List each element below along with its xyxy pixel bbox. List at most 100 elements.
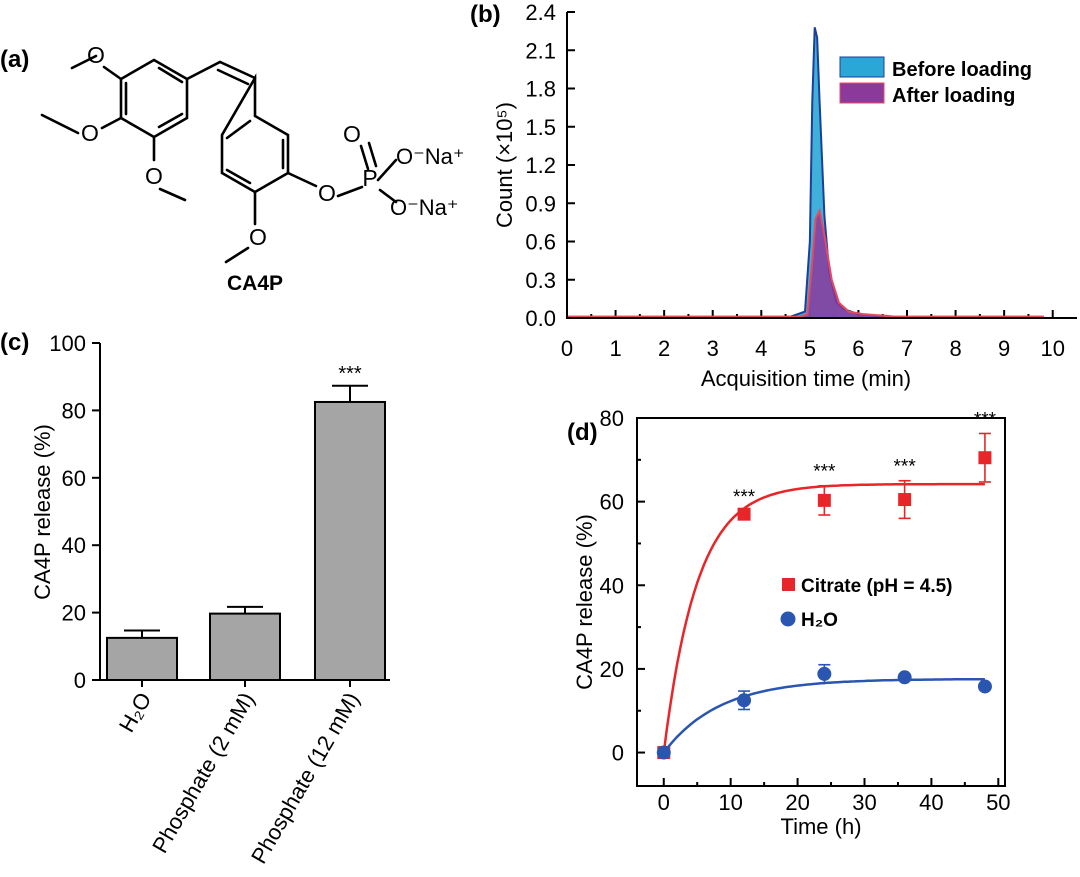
d-point-water [897, 670, 912, 685]
d-x-tick-label: 10 [718, 790, 742, 815]
c-bar [106, 636, 178, 681]
panel-label-b: (b) [470, 1, 501, 28]
b-y-tick-label: 2.1 [525, 38, 556, 63]
b-x-tick-label: 3 [707, 336, 719, 361]
d-legend-label-citrate: Citrate (pH = 4.5) [801, 576, 953, 597]
d-point-citrate [817, 493, 831, 507]
atom-o-5: O [343, 121, 361, 147]
d-point-water [977, 679, 992, 694]
d-point-citrate [978, 451, 992, 465]
b-x-tick-label: 0 [561, 336, 573, 361]
panel-label-c: (c) [0, 329, 29, 356]
d-point-citrate [737, 507, 751, 521]
d-significance-label: *** [813, 462, 836, 483]
d-legend-marker-water [780, 611, 796, 627]
atom-p: P [362, 165, 377, 191]
compound-name: CA4P [227, 272, 283, 295]
d-significance-label: *** [894, 457, 917, 478]
d-x-tick-label: 40 [919, 790, 943, 815]
c-y-axis-label: CA4P release (%) [30, 424, 55, 600]
d-point-citrate [898, 493, 912, 507]
d-legend-marker-citrate [782, 578, 795, 591]
d-y-tick-label: 0 [612, 741, 624, 766]
atom-o-2: O [81, 120, 99, 146]
atom-o-3: O [145, 163, 163, 189]
d-y-tick-label: 60 [600, 490, 624, 515]
d-fit-curve-water [662, 677, 985, 754]
c-y-tick-label: 40 [62, 533, 86, 558]
b-y-tick-label: 0.6 [525, 230, 556, 255]
d-plot: *** *** *** *** [656, 409, 997, 760]
c-y-tick-label: 20 [62, 601, 86, 626]
atom-o-4: O [318, 180, 336, 206]
c-y-tick-label: 80 [62, 398, 86, 423]
b-legend-label-before: Before loading [892, 59, 1032, 81]
b-y-axis-label: Count (×10⁵) [492, 102, 517, 228]
b-ticks: 0 1 2 3 4 5 6 7 8 9 10 0.0 0.3 0.6 0.9 1.2 1.5 1.8 2.1 2.4 [525, 0, 1065, 361]
panel-a: (a) O O O O O O P O⁻Na⁺ [0, 42, 464, 295]
c-y-tick-label: 60 [62, 466, 86, 491]
b-y-tick-label: 1.2 [525, 153, 556, 178]
d-point-water [737, 693, 752, 708]
ca4p-structure-drawing [40, 54, 398, 264]
d-y-axis-label: CA4P release (%) [572, 514, 597, 690]
b-legend-swatch-before [839, 56, 885, 78]
b-x-tick-label: 4 [755, 336, 767, 361]
d-x-tick-label: 30 [852, 790, 876, 815]
atom-o-1: O [87, 42, 105, 68]
b-legend-swatch-after [839, 82, 885, 104]
panel-label-d: (d) [567, 419, 598, 446]
b-legend: Before loading After loading [839, 56, 1032, 107]
c-y-tick-label: 100 [49, 331, 86, 356]
panel-b: (b) 0 1 2 3 4 5 6 7 8 9 10 0.0 0.3 0.6 0.9 1.2 1.5 1.8 2.1… [470, 0, 1077, 391]
d-significance-label: *** [733, 487, 756, 508]
d-ticks: 0 10 20 30 40 50 0 20 40 60 80 [600, 406, 1011, 815]
b-x-tick-label: 5 [804, 336, 816, 361]
d-x-tick-label: 20 [785, 790, 809, 815]
b-y-tick-label: 1.5 [525, 115, 556, 140]
d-legend-label-water: H₂O [801, 610, 838, 631]
d-y-tick-label: 80 [600, 406, 624, 431]
d-point-water [817, 666, 832, 681]
d-y-tick-label: 20 [600, 657, 624, 682]
c-bar [209, 612, 281, 682]
d-x-tick-label: 50 [986, 790, 1010, 815]
c-bar [314, 400, 386, 681]
b-x-tick-label: 8 [949, 336, 961, 361]
b-y-tick-label: 2.4 [525, 0, 556, 25]
panel-label-a: (a) [0, 46, 29, 73]
b-x-axis-label: Acquisition time (min) [701, 366, 911, 391]
d-point-water [656, 745, 671, 760]
c-category-label: Phosphate (2 mM) [147, 688, 259, 857]
b-y-tick-label: 1.8 [525, 77, 556, 102]
b-x-tick-label: 1 [609, 336, 621, 361]
c-bars: *** [106, 363, 386, 682]
b-legend-label-after: After loading [892, 85, 1015, 107]
d-significance-label: *** [974, 409, 997, 430]
b-x-tick-label: 2 [658, 336, 670, 361]
b-axes-frame [566, 12, 1077, 319]
b-y-tick-label: 0.3 [525, 268, 556, 293]
b-x-tick-label: 9 [998, 336, 1010, 361]
b-x-tick-label: 7 [901, 336, 913, 361]
d-legend: Citrate (pH = 4.5) H₂O [780, 576, 953, 631]
b-y-tick-label: 0.9 [525, 191, 556, 216]
c-axes-frame [99, 343, 390, 681]
c-y-tick-label: 0 [74, 668, 86, 693]
b-area-after-loading [566, 207, 1044, 319]
b-x-tick-label: 6 [852, 336, 864, 361]
b-areas [566, 27, 1044, 319]
panel-d: (d) 0 10 20 30 40 50 0 20 40 60 80 *** *** *** *** Ti… [567, 406, 1011, 839]
d-axes-frame [636, 417, 1006, 787]
b-x-tick-label: 10 [1040, 336, 1064, 361]
c-category-label: H₂O [114, 688, 156, 736]
d-x-tick-label: 0 [658, 790, 670, 815]
c-significance-label: *** [338, 363, 362, 385]
d-y-tick-label: 40 [600, 573, 624, 598]
d-x-axis-label: Time (h) [780, 814, 861, 839]
c-category-label: Phosphate (12 mM) [246, 688, 364, 868]
substituent-ona-1: O⁻Na⁺ [396, 144, 464, 169]
b-y-tick-label: 0.0 [525, 306, 556, 331]
